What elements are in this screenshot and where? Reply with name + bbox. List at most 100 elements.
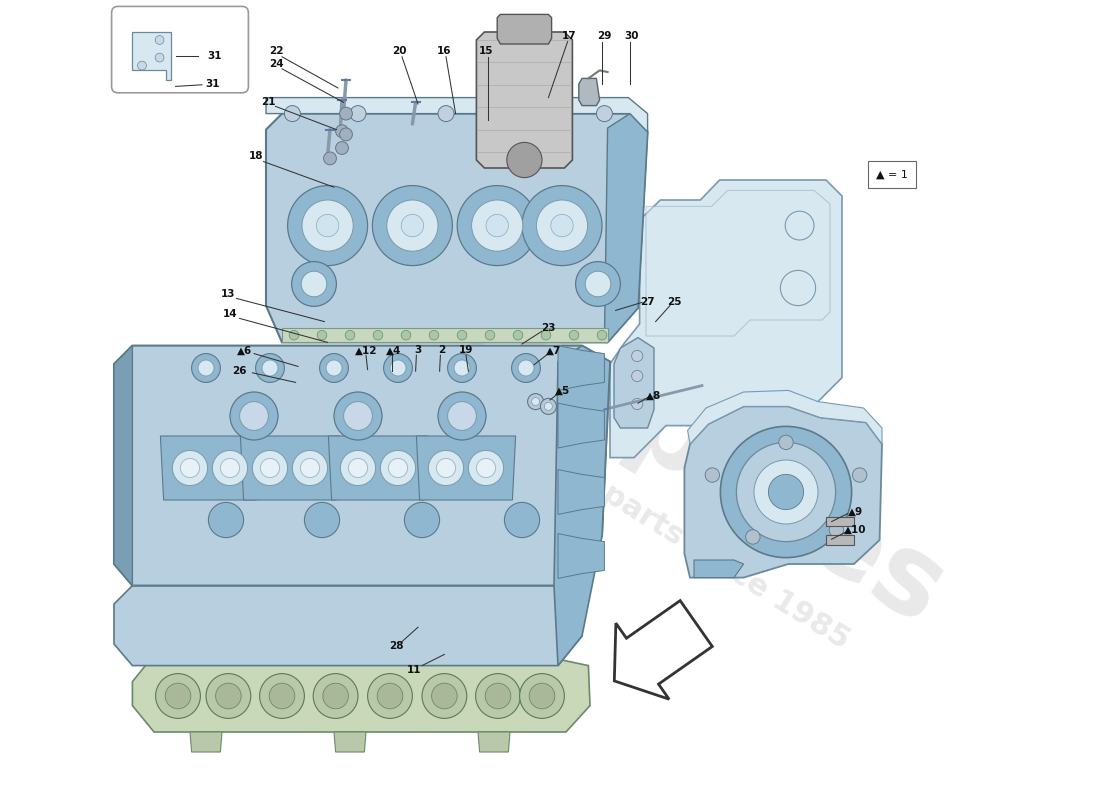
Polygon shape — [334, 732, 366, 752]
Circle shape — [437, 458, 455, 478]
Polygon shape — [826, 517, 854, 526]
Circle shape — [287, 186, 367, 266]
Circle shape — [350, 106, 366, 122]
Circle shape — [438, 106, 454, 122]
Polygon shape — [646, 190, 830, 336]
Circle shape — [422, 674, 466, 718]
Polygon shape — [558, 534, 604, 578]
Circle shape — [705, 468, 719, 482]
Polygon shape — [476, 32, 572, 168]
Circle shape — [575, 262, 620, 306]
Polygon shape — [610, 180, 842, 458]
FancyBboxPatch shape — [111, 6, 249, 93]
Circle shape — [780, 270, 815, 306]
Polygon shape — [826, 535, 854, 545]
Text: 13: 13 — [221, 289, 235, 298]
Circle shape — [631, 350, 642, 362]
Polygon shape — [114, 346, 132, 586]
Text: 16: 16 — [437, 46, 452, 56]
Circle shape — [326, 360, 342, 376]
Polygon shape — [558, 470, 604, 514]
Text: 14: 14 — [222, 309, 238, 318]
Circle shape — [262, 360, 278, 376]
Circle shape — [526, 106, 542, 122]
Circle shape — [769, 474, 804, 510]
Circle shape — [384, 354, 412, 382]
Circle shape — [485, 683, 510, 709]
Circle shape — [349, 458, 367, 478]
Circle shape — [544, 402, 552, 410]
Circle shape — [317, 330, 327, 340]
Circle shape — [486, 214, 508, 237]
Text: 25: 25 — [667, 298, 681, 307]
Polygon shape — [266, 114, 648, 342]
Circle shape — [345, 330, 355, 340]
Circle shape — [785, 211, 814, 240]
Circle shape — [529, 683, 554, 709]
Circle shape — [829, 522, 844, 537]
Text: 23: 23 — [541, 323, 556, 333]
Circle shape — [340, 450, 375, 486]
Circle shape — [301, 271, 327, 297]
Circle shape — [431, 683, 458, 709]
Circle shape — [528, 394, 543, 410]
Circle shape — [270, 683, 295, 709]
Polygon shape — [161, 436, 260, 500]
Circle shape — [454, 360, 470, 376]
Circle shape — [507, 142, 542, 178]
Text: 11: 11 — [407, 666, 421, 675]
Text: 29: 29 — [597, 31, 612, 41]
Polygon shape — [688, 390, 882, 444]
Circle shape — [540, 398, 557, 414]
Text: 27: 27 — [640, 298, 654, 307]
Circle shape — [198, 360, 214, 376]
Polygon shape — [558, 346, 604, 390]
Circle shape — [476, 458, 496, 478]
Circle shape — [387, 200, 438, 251]
Polygon shape — [478, 732, 510, 752]
Circle shape — [551, 214, 573, 237]
Text: 17: 17 — [562, 31, 576, 41]
Circle shape — [402, 330, 410, 340]
Circle shape — [405, 502, 440, 538]
Circle shape — [320, 354, 349, 382]
Circle shape — [191, 354, 220, 382]
Circle shape — [340, 107, 352, 120]
Circle shape — [754, 460, 818, 524]
Polygon shape — [241, 436, 340, 500]
Circle shape — [569, 330, 579, 340]
Circle shape — [206, 674, 251, 718]
Circle shape — [343, 402, 373, 430]
Circle shape — [293, 450, 328, 486]
Circle shape — [388, 458, 408, 478]
Circle shape — [322, 683, 349, 709]
Text: ▲9: ▲9 — [848, 507, 864, 517]
Circle shape — [336, 142, 349, 154]
Circle shape — [314, 674, 358, 718]
Circle shape — [428, 450, 463, 486]
Circle shape — [300, 458, 320, 478]
Circle shape — [541, 330, 551, 340]
Polygon shape — [282, 328, 607, 342]
Circle shape — [537, 200, 587, 251]
Text: 2: 2 — [439, 346, 446, 355]
Circle shape — [208, 502, 243, 538]
FancyBboxPatch shape — [868, 161, 916, 188]
Text: 24: 24 — [270, 59, 284, 69]
Polygon shape — [558, 403, 604, 448]
Text: 26: 26 — [232, 366, 246, 376]
Text: automotive parts since 1985: automotive parts since 1985 — [421, 370, 855, 654]
Polygon shape — [554, 346, 610, 666]
Circle shape — [260, 674, 305, 718]
Text: 28: 28 — [389, 642, 404, 651]
Text: 18: 18 — [249, 151, 263, 161]
Polygon shape — [614, 338, 654, 428]
Polygon shape — [604, 114, 648, 342]
Polygon shape — [132, 32, 170, 80]
Circle shape — [779, 435, 793, 450]
Text: 22: 22 — [270, 46, 284, 56]
Text: eurospares: eurospares — [311, 185, 965, 647]
Circle shape — [402, 214, 424, 237]
Text: 21: 21 — [261, 97, 276, 106]
Text: ▲6: ▲6 — [236, 346, 252, 355]
